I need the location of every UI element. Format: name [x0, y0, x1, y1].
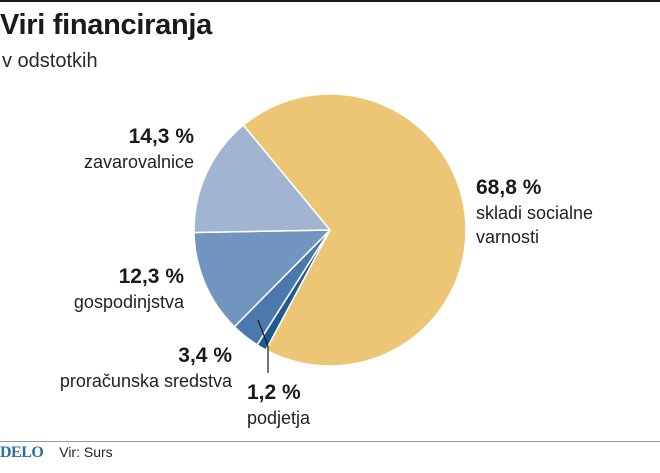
top-rule — [0, 0, 660, 2]
label-podjetja-name: podjetja — [247, 408, 311, 428]
label-podjetja: 1,2 % podjetja — [247, 380, 310, 430]
chart-title: Viri financiranja — [0, 9, 212, 41]
source-note: Vir: Surs — [59, 444, 113, 460]
label-gospodinjstva: 12,3 % gospodinjstva — [74, 264, 184, 314]
footer: DELO Vir: Surs — [0, 444, 113, 462]
label-podjetja-pct: 1,2 % — [247, 381, 301, 404]
label-zavarovalnice: 14,3 % zavarovalnice — [84, 124, 194, 174]
bottom-rule — [0, 441, 660, 442]
leader-line-proracunska — [257, 319, 269, 347]
slice-zavarovalnice — [193, 124, 331, 234]
label-skladi-pct: 68,8 % — [476, 176, 542, 199]
slice-gospodinjstva — [193, 229, 331, 328]
label-proracunska: 3,4 % proračunska sredstva — [60, 343, 232, 393]
label-proracunska-pct: 3,4 % — [178, 344, 232, 367]
label-zavarovalnice-pct: 14,3 % — [128, 125, 194, 148]
slice-skladi — [242, 93, 467, 367]
label-skladi: 68,8 % skladi socialne varnosti — [476, 175, 593, 249]
label-gospodinjstva-name: gospodinjstva — [73, 292, 184, 312]
label-proracunska-name: proračunska sredstva — [59, 371, 232, 391]
label-skladi-line2: varnosti — [476, 227, 540, 247]
delo-logo: DELO — [0, 444, 44, 461]
label-zavarovalnice-name: zavarovalnice — [83, 152, 194, 172]
chart-subtitle: v odstotkih — [2, 50, 98, 72]
label-skladi-line1: skladi socialne — [476, 203, 594, 223]
label-gospodinjstva-pct: 12,3 % — [118, 265, 184, 288]
